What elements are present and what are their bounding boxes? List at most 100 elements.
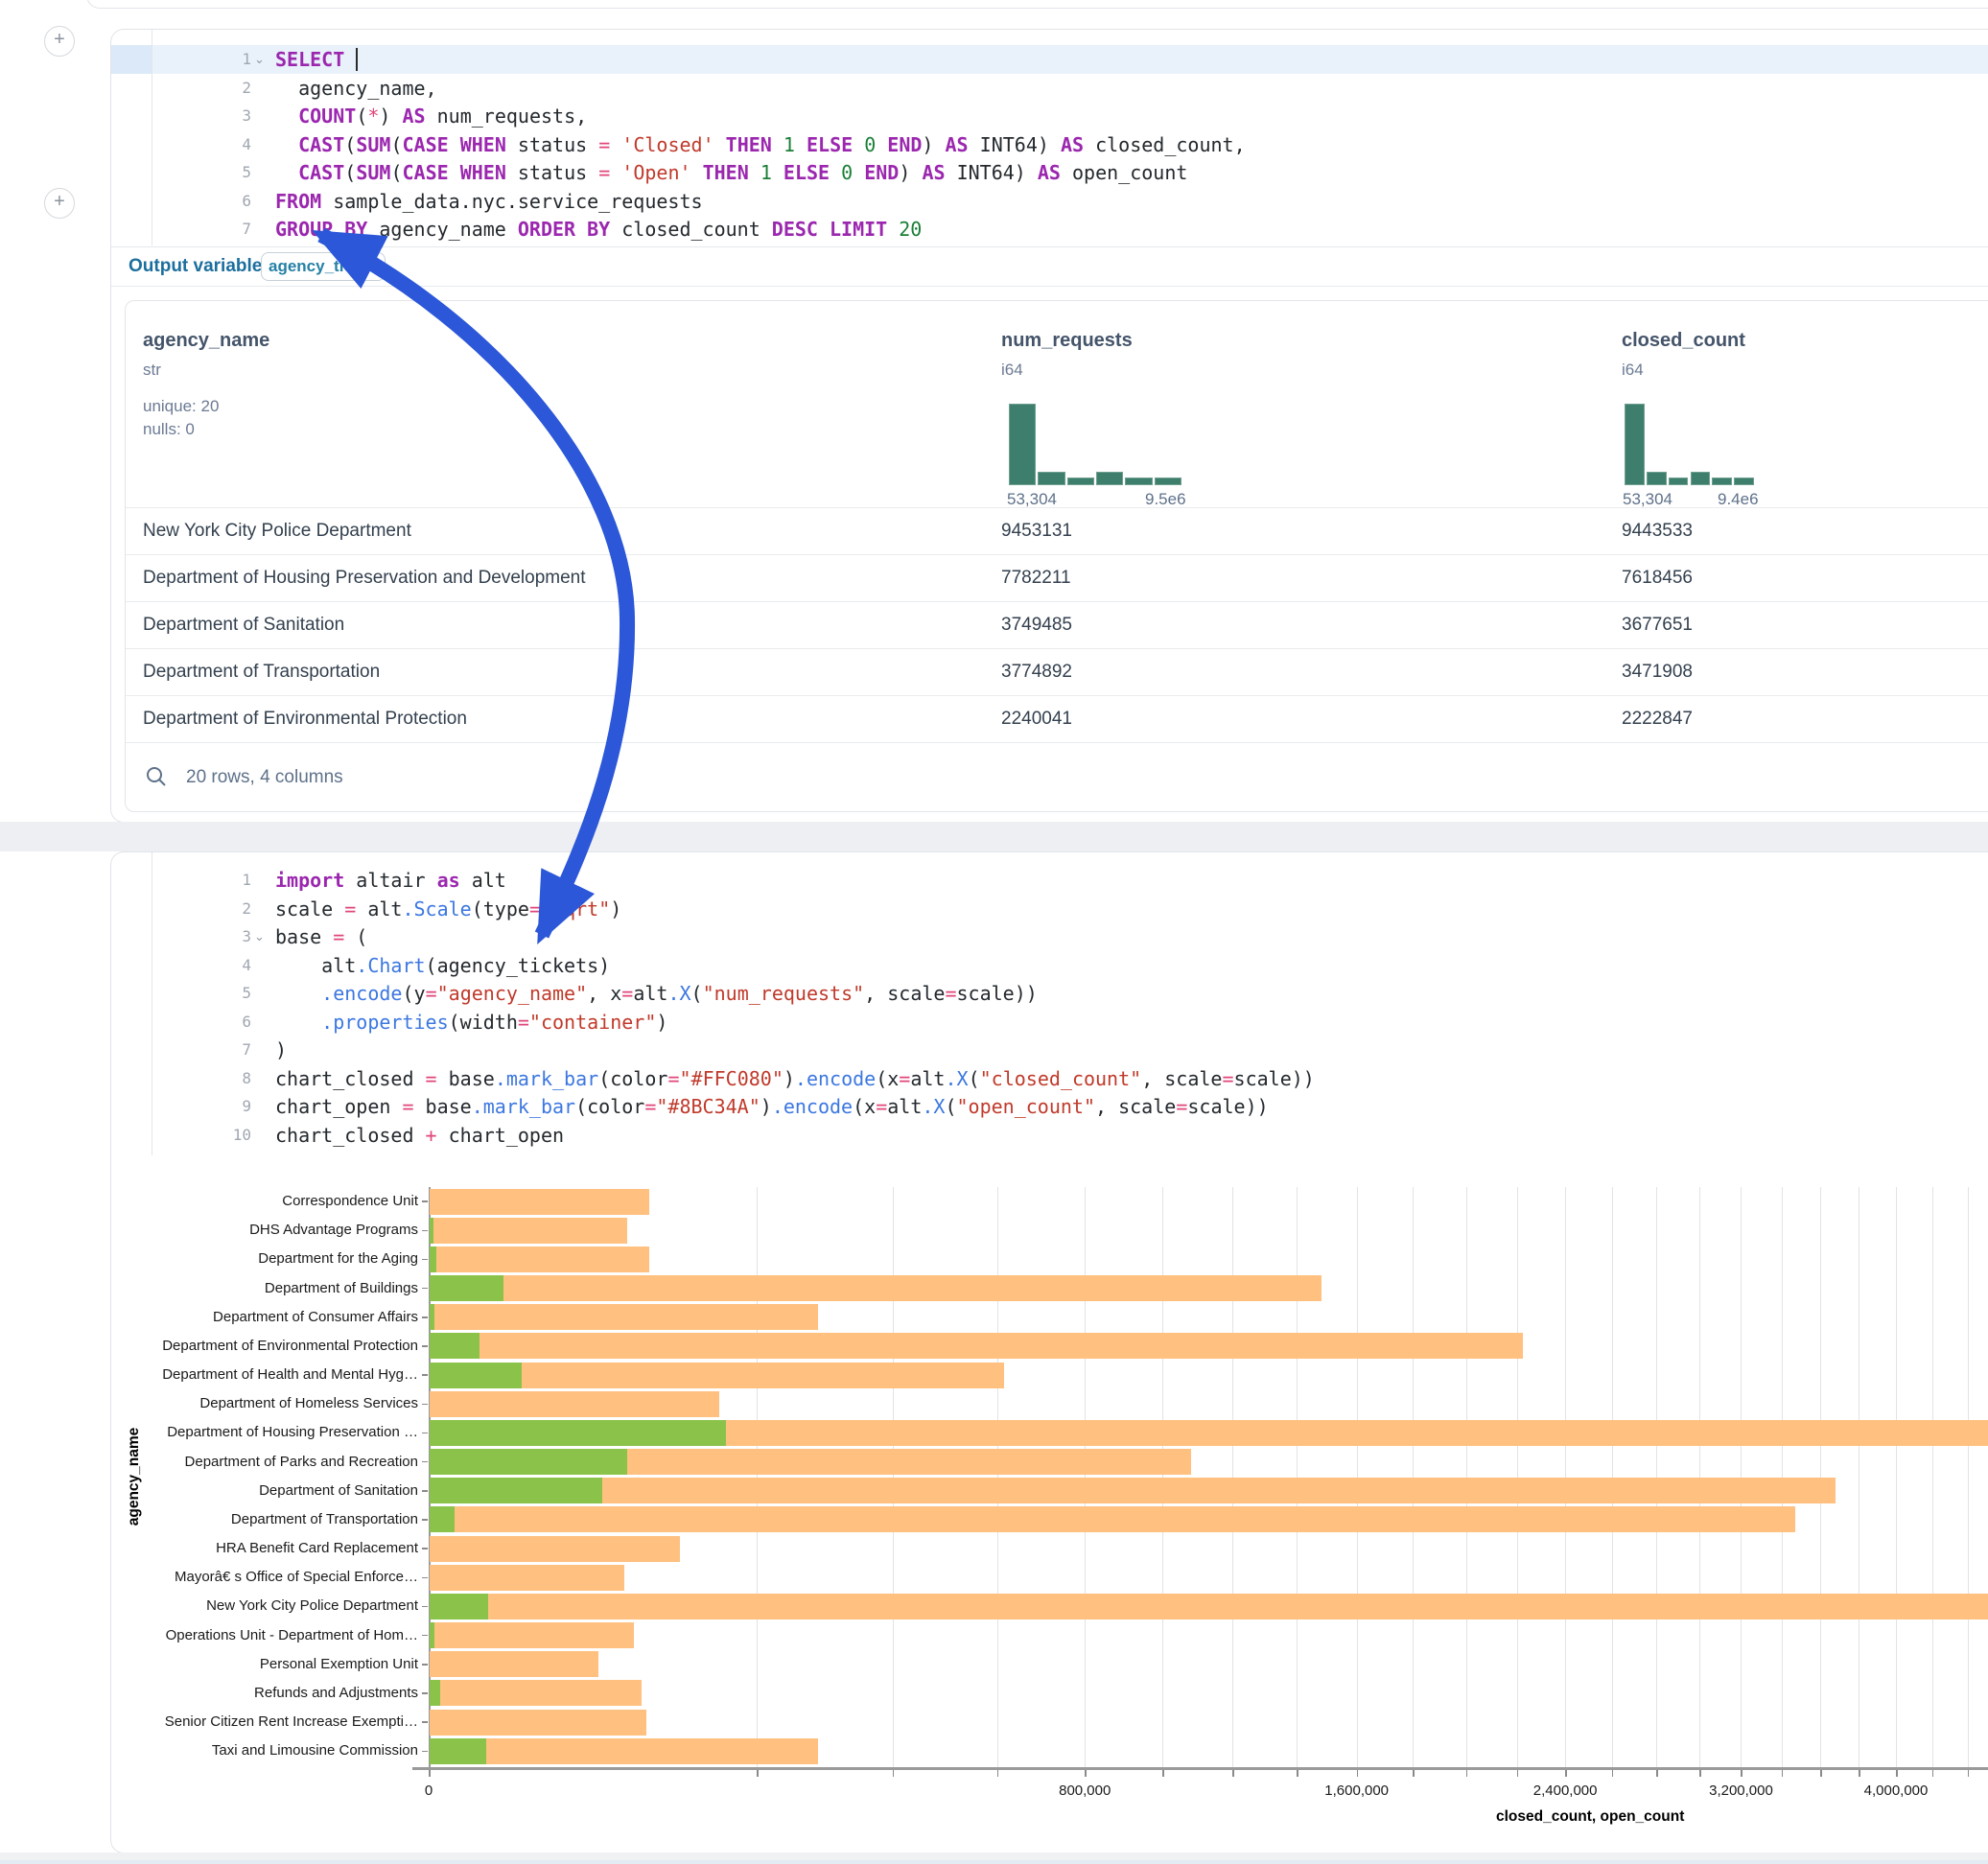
token-kw: ORDER BY: [518, 218, 610, 241]
chevron-down-icon[interactable]: ⌄: [254, 52, 265, 67]
code-text[interactable]: COUNT(*) AS num_requests,: [275, 102, 587, 130]
chart-y-label: Personal Exemption Unit: [130, 1657, 418, 1672]
chart-bar-closed_count: [430, 1333, 1523, 1359]
token-fn: .Scale: [402, 897, 471, 920]
gridline: [1896, 1187, 1897, 1767]
chart-y-label: Department of Parks and Recreation: [130, 1455, 418, 1470]
code-text[interactable]: CAST(SUM(CASE WHEN status = 'Open' THEN …: [275, 158, 1187, 187]
token-pl: ): [922, 133, 945, 156]
code-text[interactable]: CAST(SUM(CASE WHEN status = 'Closed' THE…: [275, 130, 1246, 159]
token-pl: [344, 48, 356, 71]
token-str: "closed_count": [980, 1067, 1142, 1090]
cell-gap: [0, 1852, 1988, 1860]
token-op: =: [426, 982, 437, 1005]
chart-bar-open_count: [430, 1506, 455, 1532]
x-tick-label: 3,200,000: [1709, 1782, 1773, 1799]
x-tick: [1699, 1770, 1701, 1777]
code-text[interactable]: FROM sample_data.nyc.service_requests: [275, 187, 703, 216]
code-text[interactable]: alt.Chart(agency_tickets): [275, 951, 610, 980]
token-op: =: [945, 982, 956, 1005]
chart-bar-open_count: [430, 1680, 440, 1706]
token-kw: SUM: [356, 133, 390, 156]
gridline: [1932, 1187, 1933, 1767]
token-kw: GROUP BY: [275, 218, 367, 241]
x-tick: [1232, 1770, 1234, 1777]
token-pl: ): [610, 897, 621, 920]
token-pl: INT64): [946, 161, 1038, 184]
chart-bar-closed_count: [430, 1536, 680, 1562]
token-str: "container": [529, 1011, 656, 1034]
x-tick: [1656, 1770, 1658, 1777]
line-number: 2: [222, 74, 251, 103]
x-tick: [1565, 1770, 1567, 1777]
x-tick: [1820, 1770, 1822, 1777]
code-text[interactable]: .encode(y="agency_name", x=alt.X("num_re…: [275, 979, 1038, 1008]
chart-bar-closed_count: [430, 1391, 719, 1417]
token-kw: AS: [946, 133, 969, 156]
token-fn: .encode: [795, 1067, 876, 1090]
chevron-down-icon[interactable]: ⌄: [254, 929, 265, 944]
chart-y-label: Department for the Aging: [130, 1251, 418, 1267]
chart-y-label: Correspondence Unit: [130, 1194, 418, 1209]
x-tick: [1357, 1770, 1359, 1777]
token-pl: (: [691, 982, 703, 1005]
token-fn: .mark_bar: [472, 1095, 575, 1118]
token-num: 20: [899, 218, 922, 241]
x-tick: [1896, 1770, 1898, 1777]
code-line: 5 CAST(SUM(CASE WHEN status = 'Open' THE…: [111, 158, 1988, 187]
token-num: 1: [784, 133, 795, 156]
token-fn: .mark_bar: [495, 1067, 598, 1090]
code-text[interactable]: base = (: [275, 922, 367, 951]
code-text[interactable]: import altair as alt: [275, 866, 506, 895]
chart-bar-closed_count: [430, 1710, 646, 1736]
token-pl: [714, 133, 726, 156]
chart-bar-closed_count: [430, 1680, 642, 1706]
token-pl: (type: [472, 897, 529, 920]
x-tick: [1466, 1770, 1468, 1777]
token-str: "sqrt": [541, 897, 610, 920]
x-tick: [893, 1770, 895, 1777]
token-pl: (: [945, 1095, 956, 1118]
token-pl: , scale: [1095, 1095, 1176, 1118]
y-tick: [422, 1519, 428, 1521]
chart-bar-closed_count: [430, 1304, 818, 1330]
line-number: 5: [222, 979, 251, 1008]
token-pl: ): [899, 161, 922, 184]
token-pl: (: [390, 133, 402, 156]
code-text[interactable]: SELECT: [275, 45, 358, 74]
chart-y-label: Operations Unit - Department of Hom…: [130, 1628, 418, 1643]
chart-bar-open_count: [430, 1449, 627, 1475]
chart-bar-open_count: [430, 1218, 433, 1244]
x-tick: [757, 1770, 759, 1777]
code-text[interactable]: agency_name,: [275, 74, 437, 103]
chart-bar-closed_count: [430, 1506, 1795, 1532]
code-text[interactable]: chart_closed = base.mark_bar(color="#FFC…: [275, 1064, 1315, 1093]
token-pl: scale)): [1187, 1095, 1268, 1118]
token-pl: [795, 133, 807, 156]
token-pl: scale)): [1234, 1067, 1315, 1090]
token-pl: [887, 218, 899, 241]
code-text[interactable]: scale = alt.Scale(type="sqrt"): [275, 895, 621, 923]
code-text[interactable]: chart_closed + chart_open: [275, 1121, 564, 1150]
token-pl: (: [969, 1067, 980, 1090]
code-line: 2 agency_name,: [111, 74, 1988, 103]
token-pl: [610, 161, 621, 184]
code-text[interactable]: chart_open = base.mark_bar(color="#8BC34…: [275, 1092, 1269, 1121]
y-tick: [422, 1664, 428, 1666]
code-text[interactable]: ): [275, 1036, 287, 1064]
code-text[interactable]: .properties(width="container"): [275, 1008, 667, 1037]
token-num: 1: [760, 161, 772, 184]
code-text[interactable]: GROUP BY agency_name ORDER BY closed_cou…: [275, 215, 922, 244]
x-tick-label: 4,000,000: [1864, 1782, 1929, 1799]
next-cell-edge: [0, 1860, 1988, 1864]
y-tick: [422, 1316, 428, 1318]
token-op: =: [518, 1011, 529, 1034]
token-kw: AS: [922, 161, 945, 184]
code-line: 3⌄base = (: [111, 922, 1988, 951]
token-kw: CASE: [402, 161, 448, 184]
token-pl: (color: [575, 1095, 644, 1118]
token-op: =: [899, 1067, 910, 1090]
chart-bar-closed_count: [430, 1651, 598, 1677]
code-line: 6 .properties(width="container"): [111, 1008, 1988, 1037]
chart-bar-open_count: [430, 1478, 602, 1503]
